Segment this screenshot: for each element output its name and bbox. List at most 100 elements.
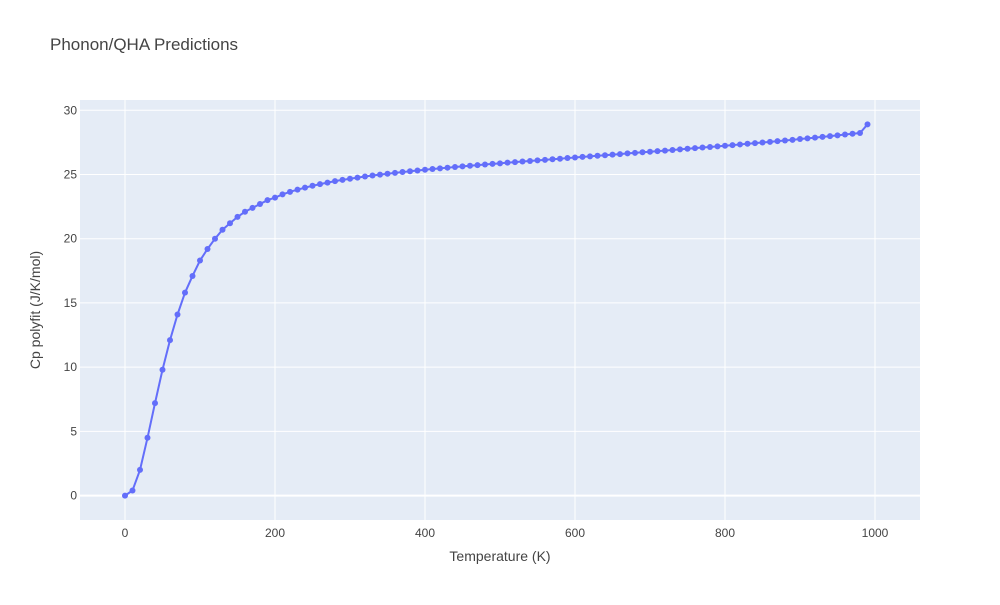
data-point: [729, 142, 736, 149]
data-point: [699, 144, 706, 151]
data-point: [774, 138, 781, 145]
data-point: [812, 134, 818, 141]
data-point: [234, 213, 241, 220]
data-point: [467, 162, 473, 169]
data-point: [564, 155, 571, 162]
x-tick-label: 1000: [862, 526, 889, 540]
data-point: [677, 146, 683, 153]
plot-area: [80, 100, 920, 520]
data-point: [279, 191, 286, 198]
data-point: [257, 201, 263, 208]
data-point: [384, 170, 391, 177]
y-tick-label: 10: [64, 360, 78, 374]
chart-title: Phonon/QHA Predictions: [50, 35, 238, 54]
data-point: [219, 226, 226, 233]
data-point: [504, 159, 511, 166]
data-point: [722, 142, 728, 149]
data-point: [489, 160, 496, 167]
data-point: [212, 235, 218, 242]
data-point: [804, 135, 811, 142]
data-point: [497, 160, 503, 167]
tick-labels: 0 200 400 600 800 1000 0 5 10 15 20 25 30: [64, 103, 889, 540]
data-point: [827, 133, 833, 140]
data-point: [144, 434, 151, 441]
y-tick-label: 20: [64, 232, 78, 246]
data-point: [369, 172, 376, 179]
data-point: [692, 145, 698, 152]
data-point: [632, 149, 638, 156]
data-point: [527, 158, 533, 165]
data-point: [864, 121, 871, 128]
data-point: [857, 130, 863, 137]
data-point: [377, 171, 383, 178]
data-point: [782, 137, 788, 144]
data-point: [332, 178, 338, 185]
data-point: [129, 487, 136, 494]
data-point: [414, 167, 421, 174]
y-axis-label: Cp polyfit (J/K/mol): [27, 251, 43, 369]
data-point: [189, 272, 196, 279]
data-point: [759, 139, 766, 146]
y-tick-label: 5: [70, 424, 77, 438]
data-point: [302, 184, 308, 191]
data-point: [339, 176, 346, 183]
data-point: [249, 204, 256, 211]
data-point: [752, 140, 758, 147]
data-point: [617, 151, 623, 158]
y-tick-label: 15: [64, 296, 78, 310]
data-point: [789, 136, 796, 143]
data-point: [317, 181, 323, 188]
data-point: [744, 140, 751, 147]
data-point: [512, 159, 518, 166]
data-point: [437, 165, 443, 172]
data-point: [264, 197, 271, 204]
data-point: [354, 174, 361, 181]
data-point: [272, 194, 278, 201]
x-tick-label: 200: [265, 526, 285, 540]
data-point: [159, 366, 166, 373]
data-point: [347, 175, 353, 182]
data-point: [474, 162, 481, 169]
data-point: [579, 153, 586, 160]
data-point: [587, 153, 593, 160]
data-point: [399, 169, 406, 176]
data-point: [519, 158, 526, 165]
data-point: [624, 150, 631, 157]
series-line: [124, 123, 869, 497]
data-point: [422, 166, 428, 173]
data-point: [557, 155, 563, 162]
x-axis-label: Temperature (K): [449, 548, 550, 564]
data-point: [137, 466, 143, 473]
data-point: [362, 173, 368, 180]
data-point: [737, 141, 743, 148]
data-point: [639, 149, 646, 156]
data-point: [707, 144, 713, 151]
data-point: [662, 147, 668, 154]
y-tick-label: 25: [64, 167, 78, 181]
x-tick-label: 0: [122, 526, 129, 540]
data-point: [542, 156, 548, 163]
data-point: [287, 188, 293, 195]
data-point: [459, 163, 466, 170]
data-point: [684, 145, 691, 152]
x-tick-label: 800: [715, 526, 735, 540]
data-point: [182, 289, 188, 296]
data-point: [609, 151, 616, 158]
data-point: [174, 311, 181, 318]
data-point: [197, 257, 203, 264]
x-tick-label: 600: [565, 526, 585, 540]
data-point: [594, 152, 601, 159]
data-point: [849, 130, 856, 137]
data-point: [227, 220, 233, 227]
data-point: [444, 164, 451, 171]
data-point: [482, 161, 488, 168]
data-point: [392, 169, 398, 176]
data-point: [204, 245, 211, 252]
data-point: [122, 492, 128, 499]
data-point: [819, 133, 826, 140]
data-point: [152, 400, 158, 407]
data-point: [602, 152, 608, 159]
data-point: [167, 337, 173, 344]
data-point: [714, 143, 721, 150]
